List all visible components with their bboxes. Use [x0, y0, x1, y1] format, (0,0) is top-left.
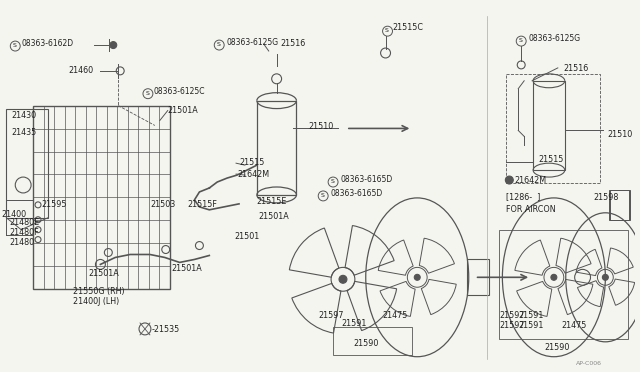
Bar — [611, 190, 630, 220]
Text: 21595: 21595 — [41, 200, 67, 209]
Text: 08363-6125C: 08363-6125C — [154, 87, 205, 96]
Text: 21400: 21400 — [1, 210, 26, 219]
Text: 21515E: 21515E — [257, 197, 287, 206]
Text: 21501A: 21501A — [88, 269, 119, 278]
Text: 21597: 21597 — [499, 311, 525, 320]
Text: 21591: 21591 — [518, 321, 543, 330]
Circle shape — [602, 274, 609, 280]
Text: 21642M: 21642M — [515, 176, 547, 185]
Text: 21515: 21515 — [239, 158, 264, 167]
Text: 21480E: 21480E — [10, 218, 40, 227]
Text: 21501A: 21501A — [172, 264, 202, 273]
Text: 21590: 21590 — [544, 343, 570, 352]
Text: 21515: 21515 — [538, 155, 563, 164]
Text: S: S — [519, 38, 523, 43]
Text: 21591: 21591 — [518, 311, 543, 320]
Text: 21503: 21503 — [150, 200, 175, 209]
Text: 21516: 21516 — [280, 39, 306, 48]
Circle shape — [110, 42, 116, 48]
Bar — [333, 327, 412, 355]
Bar — [33, 106, 170, 289]
Text: 08363-6125G: 08363-6125G — [528, 34, 580, 43]
Circle shape — [414, 274, 420, 280]
Text: 21510: 21510 — [607, 131, 632, 140]
Text: 08363-6162D: 08363-6162D — [21, 39, 74, 48]
Circle shape — [551, 274, 557, 280]
Text: 21400J (LH): 21400J (LH) — [73, 297, 119, 306]
Text: 21480: 21480 — [10, 238, 35, 247]
Text: 08363-6165D: 08363-6165D — [330, 189, 382, 198]
Text: 21475: 21475 — [383, 311, 408, 320]
Text: 21598: 21598 — [593, 193, 619, 202]
Text: S: S — [321, 193, 324, 198]
Text: 21515F: 21515F — [188, 200, 218, 209]
Text: 21475: 21475 — [562, 321, 587, 330]
Text: 08363-6125G: 08363-6125G — [226, 38, 278, 47]
Text: 08363-6165D: 08363-6165D — [340, 175, 392, 184]
Bar — [6, 109, 48, 218]
Text: 21590: 21590 — [353, 339, 378, 348]
Text: 21435: 21435 — [12, 128, 36, 137]
Text: 21501: 21501 — [234, 232, 259, 241]
Bar — [499, 230, 628, 339]
Circle shape — [339, 275, 347, 283]
Text: S: S — [331, 179, 335, 184]
Text: 21597: 21597 — [499, 321, 525, 330]
Text: 21480F: 21480F — [10, 228, 39, 237]
Text: AP-C006: AP-C006 — [575, 361, 602, 366]
Text: 21515C: 21515C — [392, 23, 424, 32]
Text: S: S — [385, 28, 389, 33]
Text: 21591: 21591 — [341, 319, 366, 328]
Text: 21597: 21597 — [318, 311, 344, 320]
Text: 21516: 21516 — [564, 64, 589, 73]
Bar — [533, 81, 564, 170]
Text: 21501A: 21501A — [168, 106, 198, 115]
Text: S: S — [145, 91, 149, 96]
Text: 21510: 21510 — [308, 122, 333, 131]
Text: 21430: 21430 — [12, 110, 36, 119]
Text: 21460: 21460 — [68, 66, 94, 75]
Text: 21501A: 21501A — [259, 212, 289, 221]
Bar — [467, 259, 488, 295]
Text: 21642M: 21642M — [237, 170, 269, 179]
Text: S: S — [13, 43, 17, 48]
Bar — [506, 74, 600, 183]
Text: [1286-  ]: [1286- ] — [506, 192, 541, 201]
Bar — [609, 190, 629, 220]
Text: S: S — [217, 42, 221, 47]
Bar — [257, 101, 296, 195]
Circle shape — [506, 176, 513, 184]
Text: -21535: -21535 — [152, 325, 180, 334]
Text: FOR AIRCON: FOR AIRCON — [506, 205, 556, 214]
Text: 21550G (RH): 21550G (RH) — [73, 287, 124, 296]
